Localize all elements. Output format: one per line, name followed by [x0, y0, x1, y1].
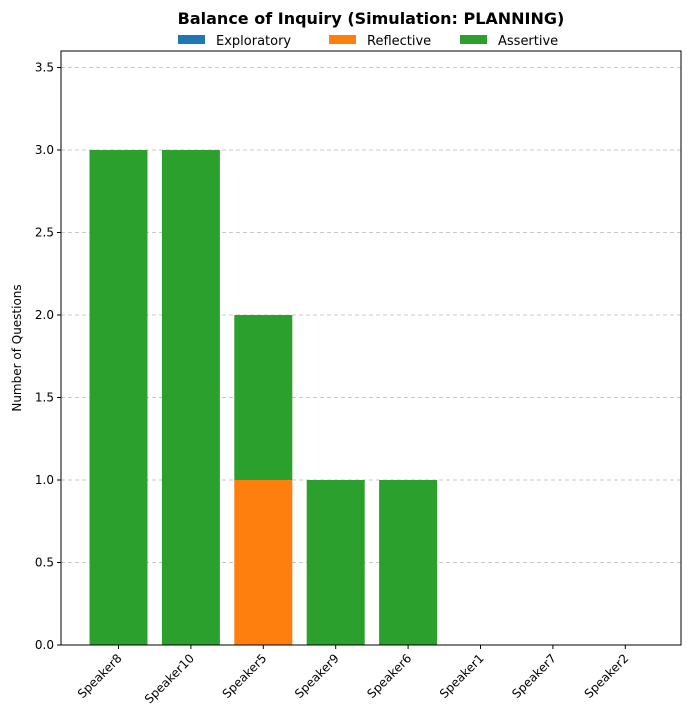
bars [89, 150, 438, 645]
x-axis: Speaker8 Speaker10 Speaker5 Speaker9 Speaker… [75, 645, 632, 706]
plot-frame [60, 50, 682, 646]
y-tick-label: 0.0 [35, 638, 54, 652]
x-tick-label: Speaker7 [509, 651, 559, 701]
legend-swatch-reflective [329, 35, 356, 44]
x-tick-label: Speaker9 [292, 651, 342, 701]
bar-assertive-speaker9 [306, 480, 365, 645]
y-axis: 0.0 0.5 1.0 1.5 2.0 2.5 3.0 3.5 [35, 61, 61, 652]
x-tick-label: Speaker6 [364, 651, 414, 701]
y-tick-label: 2.0 [35, 308, 54, 322]
legend: Exploratory Reflective Assertive [178, 34, 558, 49]
y-tick-label: 1.5 [35, 391, 54, 405]
bar-reflective-speaker5 [234, 480, 293, 645]
grid-lines [61, 67, 681, 646]
y-tick-label: 0.5 [35, 556, 54, 570]
x-tick-label: Speaker10 [142, 651, 197, 706]
x-tick-label: Speaker5 [220, 651, 270, 701]
legend-label-assertive: Assertive [498, 34, 558, 49]
legend-label-reflective: Reflective [367, 34, 431, 49]
bar-assertive-speaker5 [234, 315, 293, 480]
y-tick-label: 2.5 [35, 226, 54, 240]
y-tick-label: 1.0 [35, 473, 54, 487]
chart-title: Balance of Inquiry (Simulation: PLANNING… [178, 9, 565, 28]
bar-assertive-speaker10 [161, 150, 220, 645]
legend-swatch-exploratory [178, 35, 205, 44]
y-tick-label: 3.0 [35, 143, 54, 157]
x-tick-label: Speaker8 [75, 651, 125, 701]
x-tick-label: Speaker2 [582, 651, 632, 701]
bar-assertive-speaker6 [379, 480, 438, 645]
y-axis-label: Number of Questions [10, 284, 24, 411]
legend-swatch-assertive [460, 35, 487, 44]
x-tick-label: Speaker1 [437, 651, 487, 701]
bar-assertive-speaker8 [89, 150, 148, 645]
legend-label-exploratory: Exploratory [216, 34, 291, 49]
y-tick-label: 3.5 [35, 61, 54, 75]
